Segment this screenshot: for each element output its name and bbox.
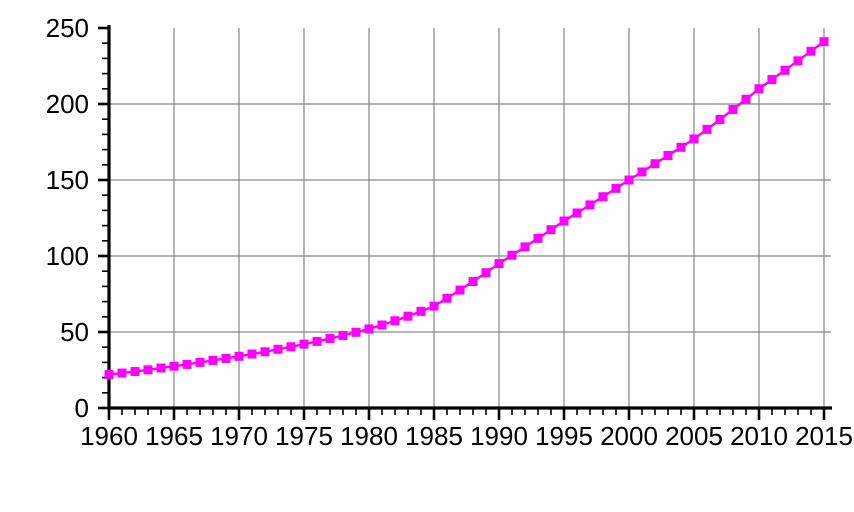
x-tick-label: 1990 xyxy=(470,421,528,451)
x-tick-label: 2010 xyxy=(730,421,788,451)
data-point-marker xyxy=(598,192,608,202)
data-point-marker xyxy=(494,259,504,269)
data-point-marker xyxy=(611,183,621,193)
data-point-marker xyxy=(767,75,777,85)
x-tick-label: 1980 xyxy=(340,421,398,451)
data-point-marker xyxy=(780,65,790,75)
data-point-marker xyxy=(182,359,192,369)
data-point-marker xyxy=(156,363,166,373)
data-point-marker xyxy=(351,327,361,337)
data-point-marker xyxy=(169,361,179,371)
x-tick-label: 1995 xyxy=(535,421,593,451)
data-point-marker xyxy=(806,46,816,56)
data-point-marker xyxy=(559,216,569,226)
data-point-marker xyxy=(429,301,439,311)
data-point-marker xyxy=(273,344,283,354)
data-point-marker xyxy=(234,351,244,361)
data-point-marker xyxy=(364,324,374,334)
data-point-marker xyxy=(403,311,413,321)
y-tick-label: 200 xyxy=(46,89,89,119)
data-point-marker xyxy=(520,242,530,252)
y-tick-label: 250 xyxy=(46,13,89,43)
x-tick-label: 2015 xyxy=(795,421,853,451)
data-point-marker xyxy=(221,353,231,363)
data-point-marker xyxy=(377,320,387,330)
data-point-marker xyxy=(455,285,465,295)
data-point-marker xyxy=(663,151,673,161)
data-point-marker xyxy=(819,37,829,47)
x-tick-label: 1960 xyxy=(80,421,138,451)
data-point-marker xyxy=(468,277,478,287)
data-point-marker xyxy=(715,115,725,125)
data-point-marker xyxy=(260,347,270,357)
data-point-marker xyxy=(546,225,556,235)
x-tick-label: 2005 xyxy=(665,421,723,451)
y-tick-label: 100 xyxy=(46,241,89,271)
data-point-marker xyxy=(481,268,491,278)
data-point-marker xyxy=(650,159,660,169)
data-point-marker xyxy=(637,167,647,177)
data-point-marker xyxy=(689,134,699,144)
x-tick-label: 1985 xyxy=(405,421,463,451)
data-point-marker xyxy=(325,334,335,344)
y-tick-label: 0 xyxy=(75,393,89,423)
data-point-marker xyxy=(702,124,712,134)
data-point-marker xyxy=(286,342,296,352)
data-point-marker xyxy=(195,357,205,367)
data-point-marker xyxy=(247,349,257,359)
data-point-marker xyxy=(338,330,348,340)
data-point-marker xyxy=(585,200,595,210)
data-point-marker xyxy=(299,339,309,349)
data-point-marker xyxy=(208,355,218,365)
x-tick-label: 2000 xyxy=(600,421,658,451)
data-point-marker xyxy=(143,365,153,375)
y-tick-label: 150 xyxy=(46,165,89,195)
data-point-marker xyxy=(104,370,114,380)
data-point-marker xyxy=(416,306,426,316)
data-point-marker xyxy=(624,175,634,185)
data-point-marker xyxy=(130,367,140,377)
data-point-marker xyxy=(117,368,127,378)
data-point-marker xyxy=(728,104,738,114)
x-tick-label: 1970 xyxy=(210,421,268,451)
data-point-marker xyxy=(442,293,452,303)
x-tick-label: 1975 xyxy=(275,421,333,451)
y-tick-label: 50 xyxy=(60,317,89,347)
data-point-marker xyxy=(793,56,803,66)
data-point-marker xyxy=(390,316,400,326)
x-tick-label: 1965 xyxy=(145,421,203,451)
data-point-marker xyxy=(533,233,543,243)
data-point-marker xyxy=(572,208,582,218)
data-point-marker xyxy=(741,94,751,104)
data-point-marker xyxy=(676,142,686,152)
data-point-marker xyxy=(507,250,517,260)
data-point-marker xyxy=(312,336,322,346)
data-point-marker xyxy=(754,84,764,94)
